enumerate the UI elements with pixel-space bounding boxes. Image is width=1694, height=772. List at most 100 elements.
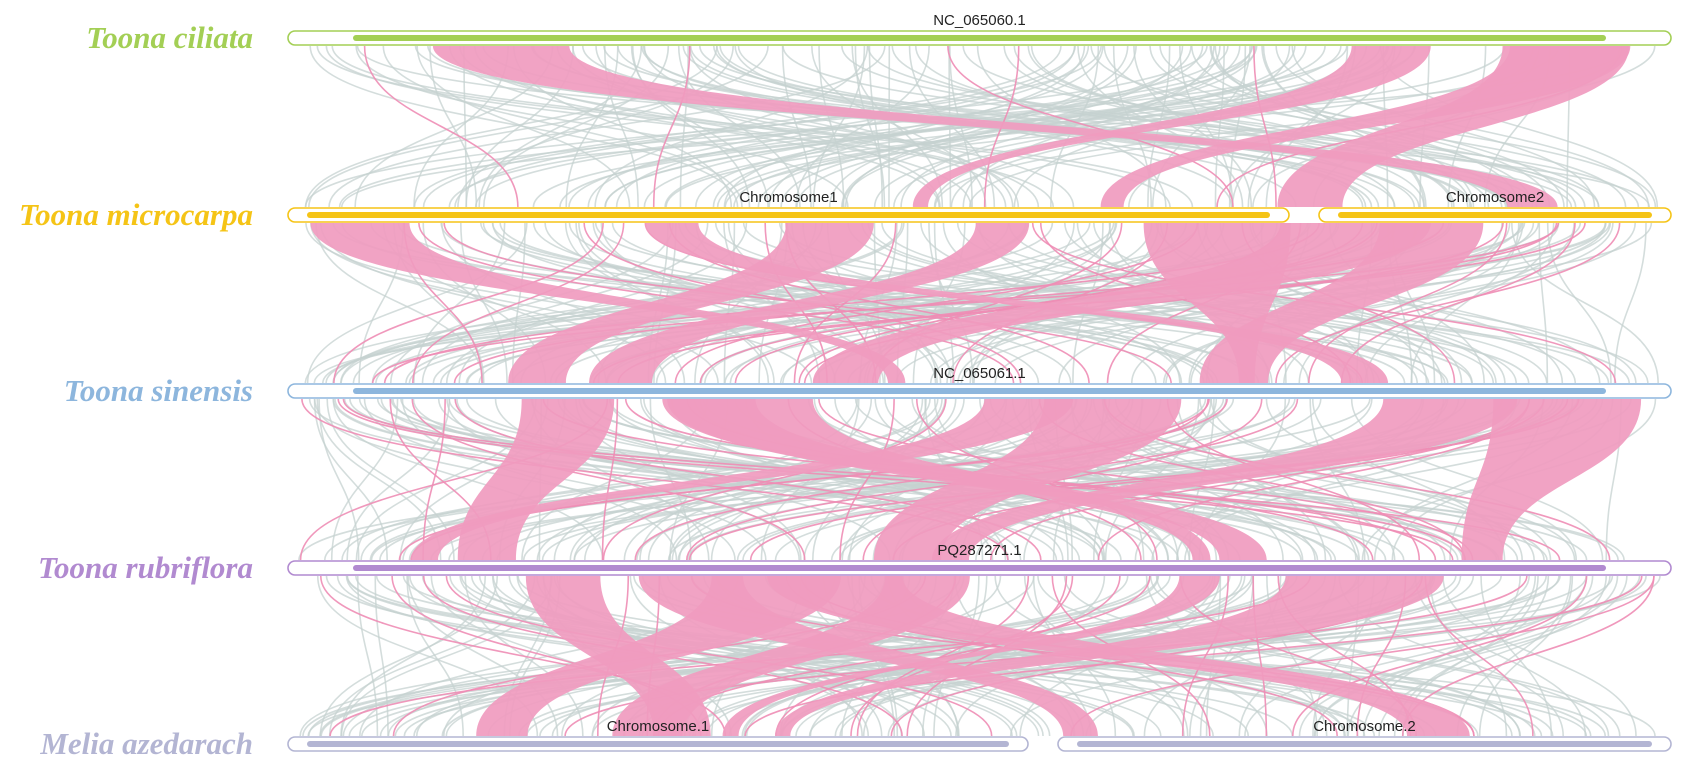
gray-link (976, 45, 1167, 208)
gray-link (340, 575, 487, 737)
gray-link (1414, 575, 1587, 737)
gray-link (954, 575, 1092, 737)
gray-link (1023, 398, 1212, 561)
pink-ribbon (612, 576, 970, 736)
gray-link (868, 45, 884, 208)
gray-link (807, 398, 1370, 561)
gray-link (413, 222, 506, 384)
gray-link (313, 398, 388, 561)
gray-link (1050, 45, 1100, 208)
chromosome-label: NC_065060.1 (933, 12, 1026, 29)
pink-link (1424, 575, 1534, 737)
pink-link (445, 575, 993, 737)
pink-link (412, 222, 625, 384)
gray-link (1228, 45, 1247, 208)
pink-link (371, 222, 1560, 384)
species-label: Toona sinensis (64, 373, 253, 408)
pink-ribbon (873, 399, 1182, 560)
gray-link (1009, 575, 1530, 737)
gray-link (1265, 398, 1578, 561)
gray-link (962, 45, 1600, 208)
gray-link (841, 45, 1577, 208)
pink-link (601, 398, 619, 561)
gray-link (587, 45, 1076, 208)
gray-link (454, 45, 1076, 208)
gray-link (949, 45, 973, 208)
gray-link (308, 45, 769, 208)
gray-link (812, 45, 866, 208)
pink-link (422, 398, 446, 561)
gray-link (1546, 222, 1612, 384)
pink-link (839, 398, 895, 561)
species-label: Toona microcarpa (19, 197, 253, 232)
pink-ribbon (1461, 399, 1642, 560)
gray-link (1538, 222, 1549, 384)
gray-link (382, 45, 743, 208)
chromosome-label: PQ287271.1 (937, 542, 1021, 559)
gray-link (402, 398, 931, 561)
gray-link (457, 45, 734, 208)
chromosome-label: Chromosome1 (739, 189, 837, 206)
gray-link (565, 45, 619, 208)
pink-link (818, 398, 1474, 561)
pink-ribbon (912, 46, 1431, 207)
pink-link (775, 575, 1121, 737)
pink-link (1070, 575, 1655, 737)
chromosome-label: NC_065061.1 (933, 365, 1026, 382)
gray-link (363, 398, 767, 561)
gray-link (768, 45, 1086, 208)
gray-link (745, 575, 1243, 737)
gray-link (630, 45, 769, 208)
gray-link (1210, 45, 1565, 208)
gray-link (1244, 575, 1588, 737)
species-label: Toona ciliata (86, 20, 253, 55)
gray-link (413, 45, 1062, 208)
pink-ribbon (932, 399, 1518, 560)
gray-link (483, 45, 670, 208)
pink-ribbon (508, 223, 874, 383)
gray-link (1456, 575, 1572, 737)
pink-link (411, 398, 806, 561)
gray-link (318, 398, 360, 561)
pink-link (1253, 45, 1277, 208)
gray-link (1085, 575, 1611, 737)
gray-link (960, 222, 1612, 384)
pink-link (634, 398, 1209, 561)
gray-link (355, 45, 849, 208)
pink-ribbon (722, 576, 1220, 736)
gray-link (459, 45, 1040, 208)
pink-ribbon (767, 576, 1470, 736)
pink-link (602, 398, 947, 561)
pink-ribbon (667, 399, 1211, 560)
pink-link (1181, 575, 1229, 737)
gray-link (1313, 575, 1628, 737)
pink-ribbon (411, 399, 1074, 560)
synteny-links (298, 45, 1661, 737)
pink-ribbon (589, 223, 1030, 383)
species-label: Toona rubriflora (38, 550, 253, 585)
gray-link (867, 222, 1495, 384)
gray-link (407, 575, 559, 737)
gray-link (737, 45, 1469, 208)
gray-link (390, 222, 674, 384)
gray-link (328, 575, 536, 737)
gray-link (665, 45, 1506, 208)
pink-link (947, 45, 1234, 208)
gray-link (446, 398, 800, 561)
pink-link (1252, 575, 1268, 737)
gray-link (1162, 222, 1614, 384)
gray-link (623, 398, 965, 561)
gray-link (781, 45, 812, 208)
pink-link (333, 222, 604, 384)
gray-link (494, 398, 891, 561)
pink-link (652, 45, 691, 208)
gray-link (310, 222, 719, 384)
pink-link (363, 45, 519, 208)
gray-link (795, 45, 930, 208)
gray-link (568, 45, 1258, 208)
gray-link (1442, 575, 1637, 737)
pink-link (856, 575, 1030, 737)
chromosome-tracks: Toona ciliata NC_065060.1 Toona microcarpa… (19, 12, 1672, 761)
gray-link (861, 222, 1473, 384)
